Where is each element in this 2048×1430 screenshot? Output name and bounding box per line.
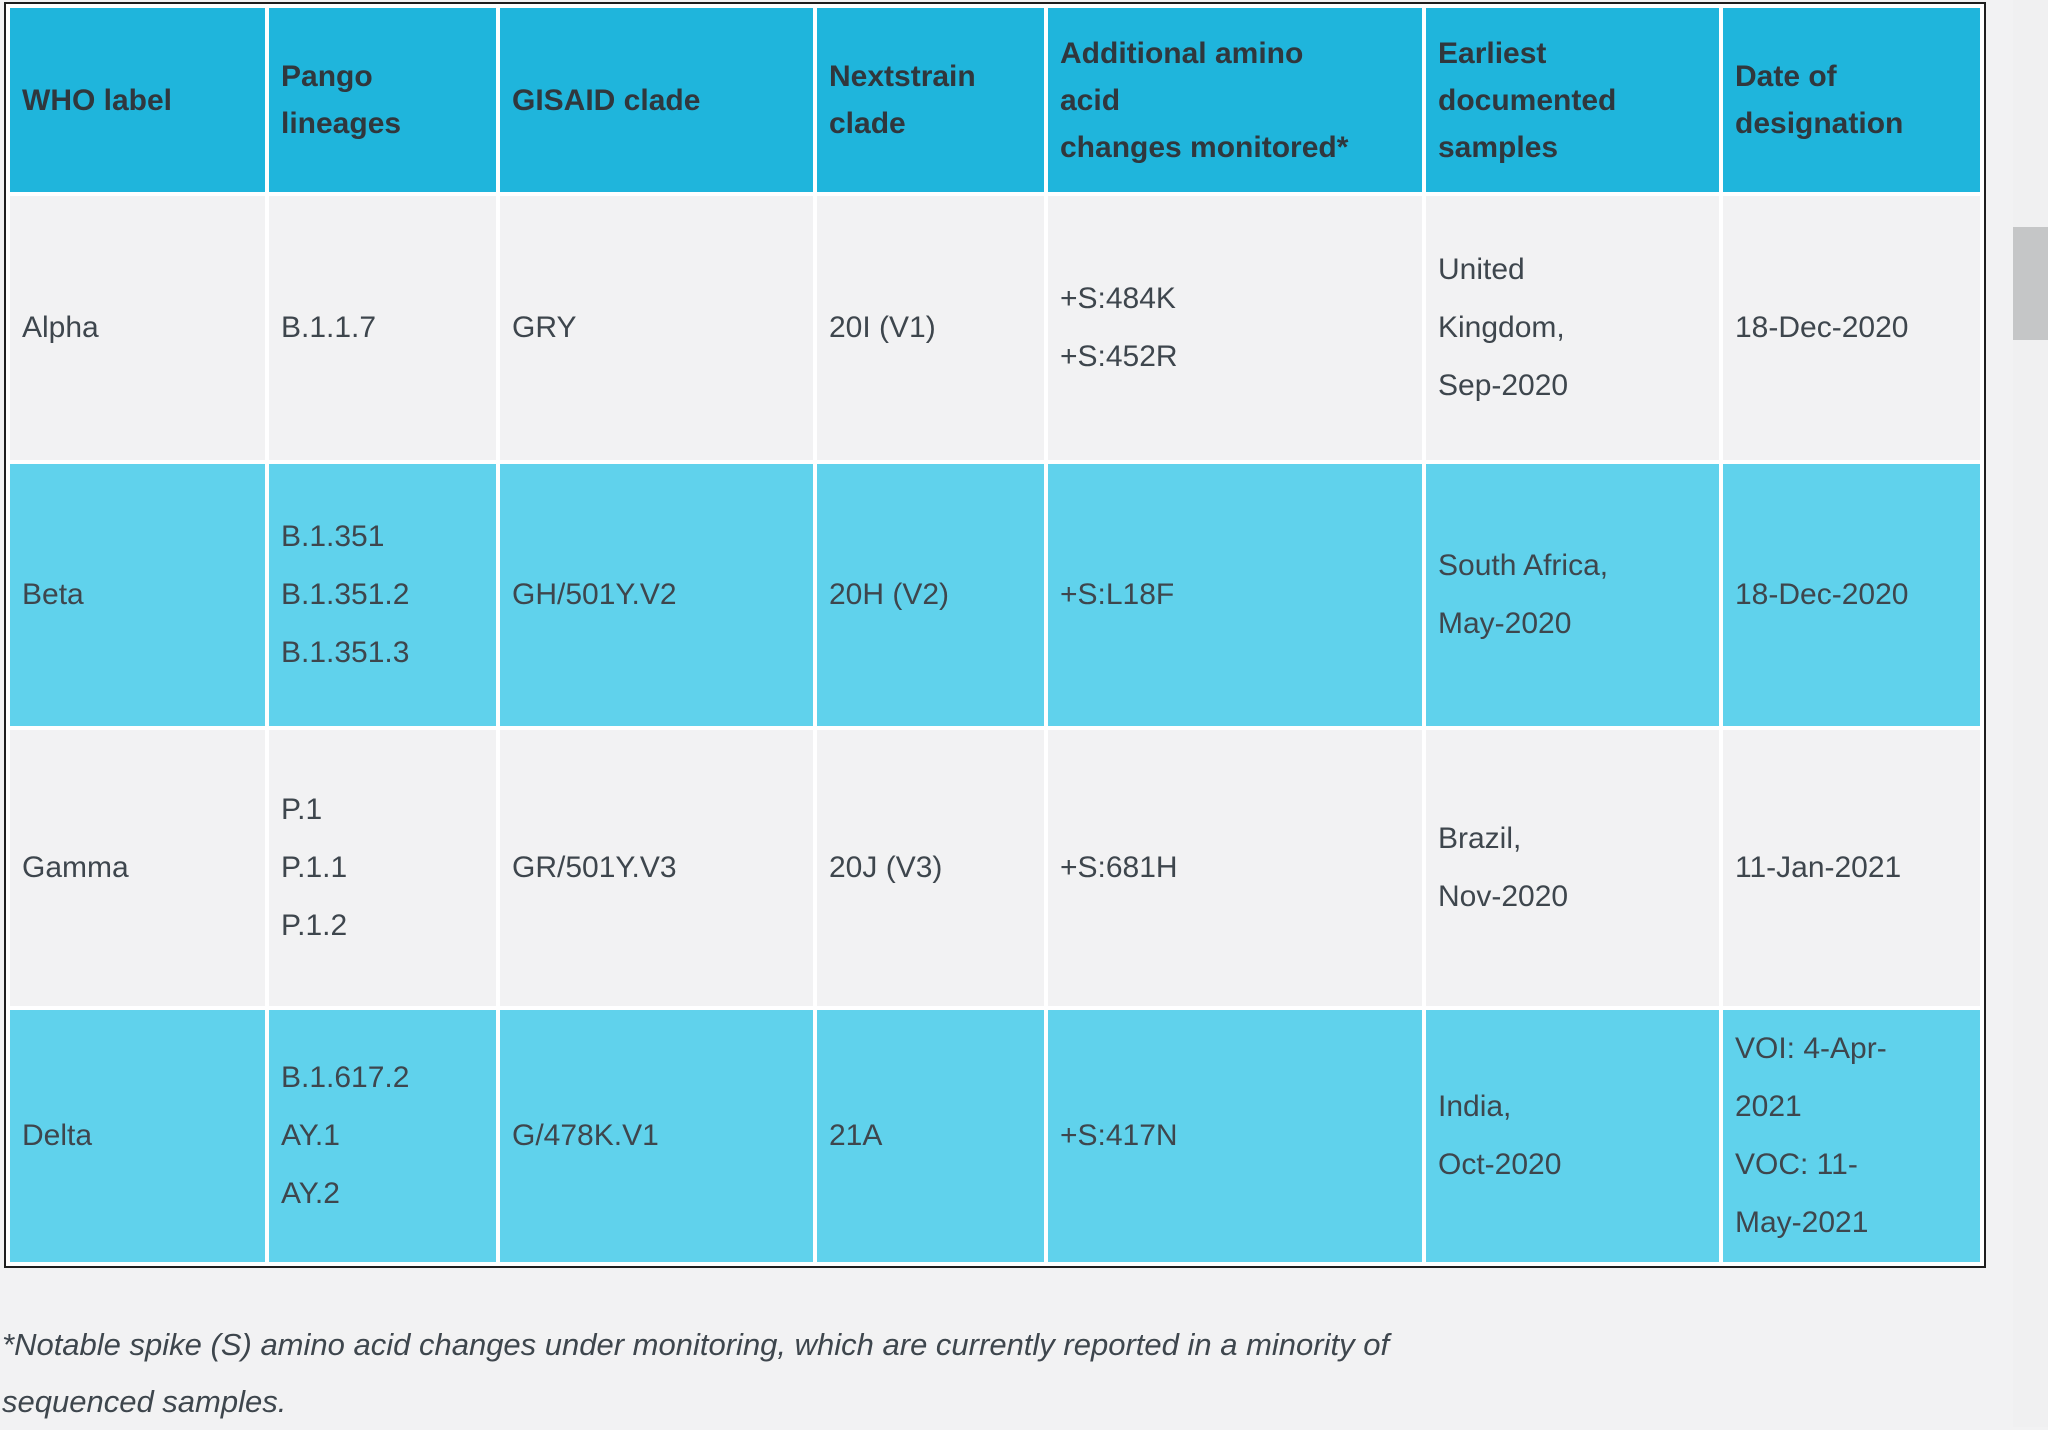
column-header-amino-acid-changes: Additional amino acid changes monitored* bbox=[1048, 8, 1422, 192]
cell-gisaid-clade: GH/501Y.V2 bbox=[500, 464, 813, 726]
cell-pango-lineages: P.1 P.1.1 P.1.2 bbox=[269, 730, 496, 1006]
column-header-nextstrain-clade: Nextstrain clade bbox=[817, 8, 1044, 192]
scrollbar-track[interactable] bbox=[2013, 0, 2048, 1427]
cell-pango-lineages: B.1.351 B.1.351.2 B.1.351.3 bbox=[269, 464, 496, 726]
cell-pango-lineages: B.1.1.7 bbox=[269, 196, 496, 460]
cell-who-label: Alpha bbox=[10, 196, 265, 460]
column-header-gisaid-clade: GISAID clade bbox=[500, 8, 813, 192]
column-header-date-of-designation: Date of designation bbox=[1723, 8, 1980, 192]
cell-who-label: Beta bbox=[10, 464, 265, 726]
cell-earliest-samples: United Kingdom, Sep-2020 bbox=[1426, 196, 1719, 460]
cell-gisaid-clade: G/478K.V1 bbox=[500, 1010, 813, 1262]
footnote: *Notable spike (S) amino acid changes un… bbox=[2, 1327, 1390, 1419]
scrollbar-thumb[interactable] bbox=[2013, 227, 2048, 340]
table-body: Alpha B.1.1.7 GRY 20I (V1) +S:484K +S:452R Un… bbox=[10, 196, 1980, 1262]
column-header-pango-lineages: Pango lineages bbox=[269, 8, 496, 192]
cell-date-of-designation: 18-Dec-2020 bbox=[1723, 196, 1980, 460]
table-row-beta: Beta B.1.351 B.1.351.2 B.1.351.3 GH/501Y.V… bbox=[10, 464, 1980, 726]
cell-nextstrain-clade: 20H (V2) bbox=[817, 464, 1044, 726]
cell-earliest-samples: South Africa, May-2020 bbox=[1426, 464, 1719, 726]
cell-amino-acid-changes: +S:681H bbox=[1048, 730, 1422, 1006]
column-header-who-label: WHO label bbox=[10, 8, 265, 192]
cell-who-label: Gamma bbox=[10, 730, 265, 1006]
cell-amino-acid-changes: +S:L18F bbox=[1048, 464, 1422, 726]
cell-who-label: Delta bbox=[10, 1010, 265, 1262]
cell-date-of-designation: VOI: 4-Apr- 2021 VOC: 11- May-2021 bbox=[1723, 1010, 1980, 1262]
table-row-delta: Delta B.1.617.2 AY.1 AY.2 G/478K.V1 21A +S:4… bbox=[10, 1010, 1980, 1262]
cell-nextstrain-clade: 20J (V3) bbox=[817, 730, 1044, 1006]
cell-nextstrain-clade: 21A bbox=[817, 1010, 1044, 1262]
variants-table: WHO label Pango lineages GISAID clade Nexts… bbox=[4, 2, 1986, 1268]
cell-earliest-samples: India, Oct-2020 bbox=[1426, 1010, 1719, 1262]
cell-amino-acid-changes: +S:417N bbox=[1048, 1010, 1422, 1262]
column-header-earliest-samples: Earliest documented samples bbox=[1426, 8, 1719, 192]
cell-date-of-designation: 18-Dec-2020 bbox=[1723, 464, 1980, 726]
table-row-gamma: Gamma P.1 P.1.1 P.1.2 GR/501Y.V3 20J (V3) +S… bbox=[10, 730, 1980, 1006]
cell-date-of-designation: 11-Jan-2021 bbox=[1723, 730, 1980, 1006]
header-row: WHO label Pango lineages GISAID clade Nexts… bbox=[10, 8, 1980, 192]
table-row-alpha: Alpha B.1.1.7 GRY 20I (V1) +S:484K +S:452R Un… bbox=[10, 196, 1980, 460]
cell-pango-lineages: B.1.617.2 AY.1 AY.2 bbox=[269, 1010, 496, 1262]
cell-earliest-samples: Brazil, Nov-2020 bbox=[1426, 730, 1719, 1006]
cell-nextstrain-clade: 20I (V1) bbox=[817, 196, 1044, 460]
cell-amino-acid-changes: +S:484K +S:452R bbox=[1048, 196, 1422, 460]
cell-gisaid-clade: GRY bbox=[500, 196, 813, 460]
cell-gisaid-clade: GR/501Y.V3 bbox=[500, 730, 813, 1006]
